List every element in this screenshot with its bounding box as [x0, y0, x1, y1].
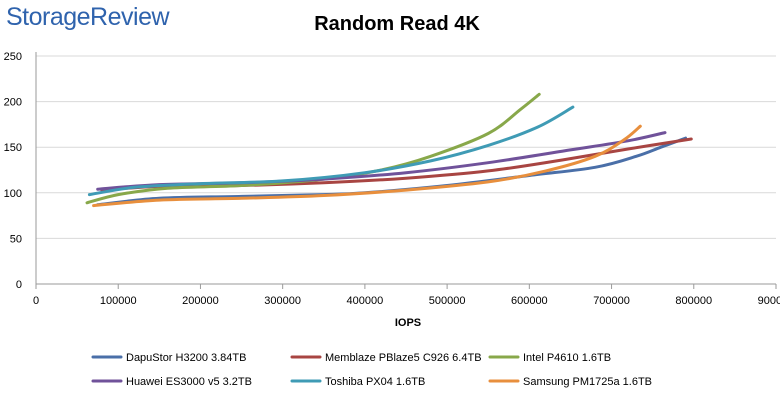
y-tick-label: 200: [4, 97, 22, 109]
legend-entry: Samsung PM1725a 1.6TB: [523, 376, 652, 388]
x-axis-label: IOPS: [395, 317, 421, 329]
y-tick-label: 250: [4, 51, 22, 63]
x-tick-label: 700000: [593, 295, 630, 307]
y-tick-label: 100: [4, 188, 22, 200]
legend-entry: Huawei ES3000 v5 3.2TB: [126, 376, 252, 388]
x-tick-label: 800000: [675, 295, 712, 307]
x-tick-label: 200000: [182, 295, 219, 307]
storagereview-logo: StorageReview: [6, 3, 170, 31]
series-line-dapustor-h3200-3-84tb: [96, 136, 688, 207]
legend-entry: Intel P4610 1.6TB: [523, 352, 611, 364]
x-tick-label: 100000: [100, 295, 137, 307]
chart-title: Random Read 4K: [314, 13, 480, 35]
x-tick-label: 0: [33, 295, 39, 307]
legend-entry: DapuStor H3200 3.84TB: [126, 352, 246, 364]
legend-entry: Memblaze PBlaze5 C926 6.4TB: [325, 352, 482, 364]
legend: DapuStor H3200 3.84TB Memblaze PBlaze5 C9…: [91, 352, 652, 388]
y-tick-label: 150: [4, 142, 22, 154]
legend-entry: Toshiba PX04 1.6TB: [325, 376, 425, 388]
x-tick-label: 600000: [511, 295, 548, 307]
x-tick-label: 300000: [264, 295, 301, 307]
x-tick-label: 400000: [347, 295, 384, 307]
y-tick-label: 0: [16, 279, 22, 291]
y-tick-label: 50: [10, 233, 22, 245]
series-line-toshiba-px04-1-6tb: [87, 105, 575, 197]
series-line-samsung-pm1725a-1-6tb: [92, 124, 642, 208]
x-tick-label: 900000: [758, 295, 780, 307]
x-tick-label: 500000: [429, 295, 466, 307]
